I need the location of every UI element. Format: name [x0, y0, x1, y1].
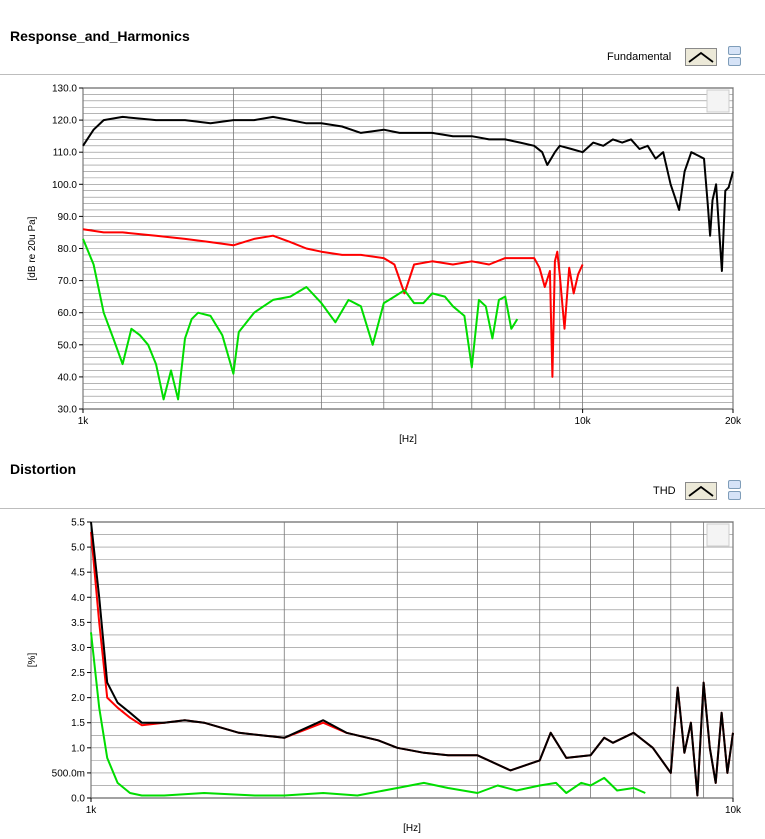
x-axis-label: [Hz]: [399, 434, 417, 445]
y-tick-label: 110.0: [53, 148, 78, 159]
distortion-panel-title: Distortion: [10, 461, 77, 477]
x-tick-label: 20k: [725, 416, 742, 427]
y-tick-label: 40.0: [58, 372, 78, 383]
y-tick-label: 130.0: [52, 84, 77, 95]
x-tick-label: 1k: [86, 805, 98, 816]
series-line-1: [82, 228, 584, 378]
y-tick-label: 3.5: [71, 618, 85, 629]
fundamental-scroll-up-button[interactable]: [728, 46, 741, 55]
series-line-1: [90, 521, 734, 797]
x-tick-label: 10k: [725, 805, 742, 816]
y-tick-label: 1.0: [71, 743, 85, 754]
series-line-2: [90, 632, 646, 797]
thd-legend-label: THD: [653, 485, 676, 497]
fundamental-scroll-down-button[interactable]: [728, 57, 741, 66]
panel-separator: [0, 74, 765, 75]
y-tick-label: 60.0: [58, 308, 78, 319]
y-tick-label: 5.0: [71, 543, 85, 554]
y-tick-label: 4.0: [71, 593, 85, 604]
fundamental-legend-label: Fundamental: [607, 51, 672, 63]
y-tick-label: 500.0m: [52, 768, 85, 779]
y-tick-label: 3.0: [71, 643, 85, 654]
series-line-2: [82, 238, 519, 401]
plot-line-icon: [688, 51, 714, 63]
fundamental-plot-style-button[interactable]: [685, 48, 717, 66]
y-tick-label: 2.0: [71, 693, 85, 704]
y-axis-label: [%]: [27, 653, 38, 668]
y-tick-label: 0.0: [71, 794, 85, 805]
plot-line-icon: [688, 485, 714, 497]
thd-plot-style-button[interactable]: [685, 482, 717, 500]
graph-palette-icon: [706, 89, 730, 113]
y-tick-label: 50.0: [58, 340, 78, 351]
thd-scroll-up-button[interactable]: [728, 480, 741, 489]
y-tick-label: 120.0: [52, 116, 77, 127]
y-tick-label: 1.5: [71, 718, 85, 729]
thd-scroll-down-button[interactable]: [728, 491, 741, 500]
y-axis-label: [dB re 20u Pa]: [27, 216, 38, 280]
series-line-0: [82, 115, 734, 272]
y-tick-label: 80.0: [58, 244, 78, 255]
x-tick-label: 1k: [78, 416, 90, 427]
y-tick-label: 4.5: [71, 568, 85, 579]
y-tick-label: 90.0: [58, 212, 78, 223]
y-tick-label: 100.0: [52, 180, 77, 191]
y-tick-label: 2.5: [71, 668, 85, 679]
x-axis-label: [Hz]: [403, 823, 421, 834]
chart-0: 30.0 40.0 50.0 60.0 70.0 80.0 90.0 100.0 110.0 12…: [27, 84, 742, 446]
panel-separator: [0, 508, 765, 509]
response-panel-title: Response_and_Harmonics: [10, 28, 190, 44]
y-tick-label: 30.0: [58, 405, 78, 416]
y-tick-label: 5.5: [71, 518, 85, 529]
y-tick-label: 70.0: [58, 276, 78, 287]
x-tick-label: 10k: [575, 416, 592, 427]
graph-palette-icon: [706, 523, 730, 547]
chart-1: 0.0 500.0m 1.0 1.5 2.0 2.5 3.0 3.5 4.0 4.5 5.0 5.5 1…: [27, 518, 742, 835]
